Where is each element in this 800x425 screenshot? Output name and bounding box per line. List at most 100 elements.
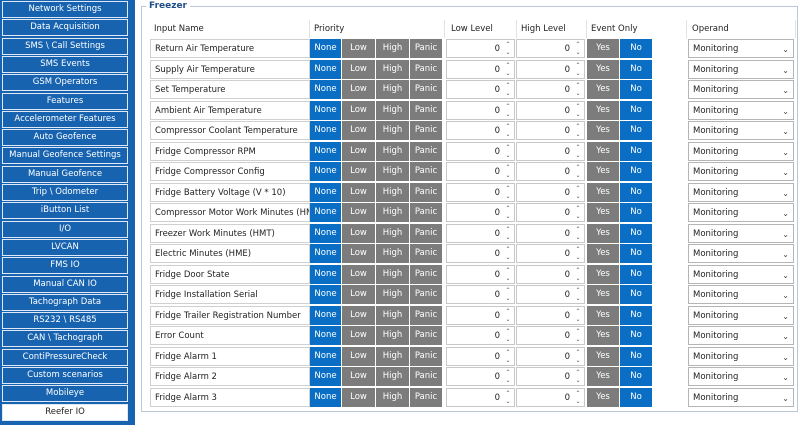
nav-button[interactable]: Tachograph Data bbox=[2, 293, 128, 311]
priority-button[interactable]: Panic bbox=[410, 162, 443, 181]
event-only-button[interactable]: Yes bbox=[587, 39, 620, 58]
priority-button[interactable]: None bbox=[310, 244, 342, 263]
event-only-button[interactable]: Yes bbox=[587, 59, 620, 79]
nav-button[interactable]: SMS Events bbox=[2, 55, 128, 73]
dropdown-arrow[interactable]: ⌄ bbox=[782, 147, 789, 157]
operand-select[interactable]: Monitoring ⌄ bbox=[688, 367, 794, 386]
spinner[interactable]: ⌃ ⌄ bbox=[505, 61, 511, 77]
nav-button[interactable]: Mobileye bbox=[2, 385, 128, 403]
spinner[interactable]: ⌃ ⌄ bbox=[575, 266, 581, 282]
priority-button[interactable]: Low bbox=[342, 326, 376, 345]
event-only-button[interactable]: Yes bbox=[587, 141, 620, 161]
spinner[interactable]: ⌃ ⌄ bbox=[505, 328, 511, 343]
priority-button[interactable]: High bbox=[376, 182, 410, 202]
priority-button[interactable]: Low bbox=[342, 59, 376, 79]
nav-button[interactable]: Manual Geofence bbox=[2, 165, 128, 183]
priority-button[interactable]: Panic bbox=[410, 326, 443, 345]
event-only-button[interactable]: No bbox=[620, 223, 653, 243]
priority-button[interactable]: High bbox=[376, 59, 410, 79]
spinner[interactable]: ⌃ ⌄ bbox=[575, 184, 581, 200]
event-only-button[interactable]: No bbox=[620, 244, 653, 263]
high-level-input[interactable]: 0 ⌃ ⌄ bbox=[516, 141, 585, 161]
priority-button[interactable]: Panic bbox=[410, 121, 443, 140]
high-level-input[interactable]: 0 ⌃ ⌄ bbox=[516, 244, 585, 263]
high-level-input[interactable]: 0 ⌃ ⌄ bbox=[516, 182, 585, 202]
spinner[interactable]: ⌃ ⌄ bbox=[505, 266, 511, 282]
event-only-button[interactable]: Yes bbox=[587, 121, 620, 140]
event-only-button[interactable]: Yes bbox=[587, 162, 620, 181]
operand-select[interactable]: Monitoring ⌄ bbox=[688, 305, 794, 325]
priority-button[interactable]: Panic bbox=[410, 182, 443, 202]
priority-button[interactable]: None bbox=[310, 121, 342, 140]
priority-button[interactable]: Low bbox=[342, 182, 376, 202]
operand-select[interactable]: Monitoring ⌄ bbox=[688, 203, 794, 222]
high-level-input[interactable]: 0 ⌃ ⌄ bbox=[516, 203, 585, 222]
spinner[interactable]: ⌃ ⌄ bbox=[575, 102, 581, 118]
priority-button[interactable]: Low bbox=[342, 141, 376, 161]
event-only-button[interactable]: Yes bbox=[587, 244, 620, 263]
spinner[interactable]: ⌃ ⌄ bbox=[575, 143, 581, 159]
dropdown-arrow[interactable]: ⌄ bbox=[782, 188, 789, 198]
priority-button[interactable]: None bbox=[310, 141, 342, 161]
priority-button[interactable]: None bbox=[310, 203, 342, 222]
spinner[interactable]: ⌃ ⌄ bbox=[575, 61, 581, 77]
event-only-button[interactable]: Yes bbox=[587, 80, 620, 99]
high-level-input[interactable]: 0 ⌃ ⌄ bbox=[516, 223, 585, 243]
dropdown-arrow[interactable]: ⌄ bbox=[782, 270, 789, 280]
spinner[interactable]: ⌃ ⌄ bbox=[575, 307, 581, 323]
priority-button[interactable]: High bbox=[376, 100, 410, 120]
high-level-input[interactable]: 0 ⌃ ⌄ bbox=[516, 121, 585, 140]
priority-button[interactable]: Panic bbox=[410, 59, 443, 79]
priority-button[interactable]: Panic bbox=[410, 346, 443, 366]
nav-button[interactable]: Trip \ Odometer bbox=[2, 184, 128, 201]
spinner[interactable]: ⌃ ⌄ bbox=[575, 41, 581, 56]
low-level-input[interactable]: 0 ⌃ ⌄ bbox=[446, 367, 515, 386]
event-only-button[interactable]: No bbox=[620, 367, 653, 386]
spinner[interactable]: ⌃ ⌄ bbox=[505, 369, 511, 384]
spinner[interactable]: ⌃ ⌄ bbox=[575, 328, 581, 343]
low-level-input[interactable]: 0 ⌃ ⌄ bbox=[446, 141, 515, 161]
priority-button[interactable]: High bbox=[376, 326, 410, 345]
dropdown-arrow[interactable]: ⌄ bbox=[782, 250, 789, 259]
spinner[interactable]: ⌃ ⌄ bbox=[575, 348, 581, 364]
priority-button[interactable]: Panic bbox=[410, 141, 443, 161]
spinner[interactable]: ⌃ ⌄ bbox=[505, 287, 511, 302]
nav-button[interactable]: Manual Geofence Settings bbox=[2, 147, 128, 165]
dropdown-arrow[interactable]: ⌄ bbox=[782, 332, 789, 341]
low-level-input[interactable]: 0 ⌃ ⌄ bbox=[446, 305, 515, 325]
priority-button[interactable]: None bbox=[310, 285, 342, 304]
priority-button[interactable]: None bbox=[310, 264, 342, 284]
priority-button[interactable]: Low bbox=[342, 39, 376, 58]
high-level-input[interactable]: 0 ⌃ ⌄ bbox=[516, 59, 585, 79]
dropdown-arrow[interactable]: ⌄ bbox=[782, 229, 789, 239]
priority-button[interactable]: High bbox=[376, 39, 410, 58]
low-level-input[interactable]: 0 ⌃ ⌄ bbox=[446, 39, 515, 58]
priority-button[interactable]: None bbox=[310, 387, 342, 407]
low-level-input[interactable]: 0 ⌃ ⌄ bbox=[446, 387, 515, 407]
priority-button[interactable]: None bbox=[310, 100, 342, 120]
event-only-button[interactable]: Yes bbox=[587, 346, 620, 366]
event-only-button[interactable]: Yes bbox=[587, 223, 620, 243]
event-only-button[interactable]: No bbox=[620, 285, 653, 304]
event-only-button[interactable]: Yes bbox=[587, 182, 620, 202]
low-level-input[interactable]: 0 ⌃ ⌄ bbox=[446, 121, 515, 140]
nav-button[interactable]: Accelerometer Features bbox=[2, 110, 128, 128]
priority-button[interactable]: Low bbox=[342, 223, 376, 243]
priority-button[interactable]: Panic bbox=[410, 203, 443, 222]
event-only-button[interactable]: Yes bbox=[587, 387, 620, 407]
event-only-button[interactable]: No bbox=[620, 80, 653, 99]
spinner[interactable]: ⌃ ⌄ bbox=[575, 246, 581, 261]
event-only-button[interactable]: No bbox=[620, 59, 653, 79]
priority-button[interactable]: Panic bbox=[410, 244, 443, 263]
high-level-input[interactable]: 0 ⌃ ⌄ bbox=[516, 285, 585, 304]
priority-button[interactable]: High bbox=[376, 346, 410, 366]
priority-button[interactable]: High bbox=[376, 141, 410, 161]
priority-button[interactable]: Low bbox=[342, 162, 376, 181]
spinner[interactable]: ⌃ ⌄ bbox=[575, 164, 581, 179]
priority-button[interactable]: Low bbox=[342, 285, 376, 304]
operand-select[interactable]: Monitoring ⌄ bbox=[688, 162, 794, 181]
nav-button[interactable]: Reefer IO bbox=[2, 403, 128, 421]
high-level-input[interactable]: 0 ⌃ ⌄ bbox=[516, 305, 585, 325]
spinner[interactable]: ⌃ ⌄ bbox=[505, 82, 511, 97]
low-level-input[interactable]: 0 ⌃ ⌄ bbox=[446, 285, 515, 304]
